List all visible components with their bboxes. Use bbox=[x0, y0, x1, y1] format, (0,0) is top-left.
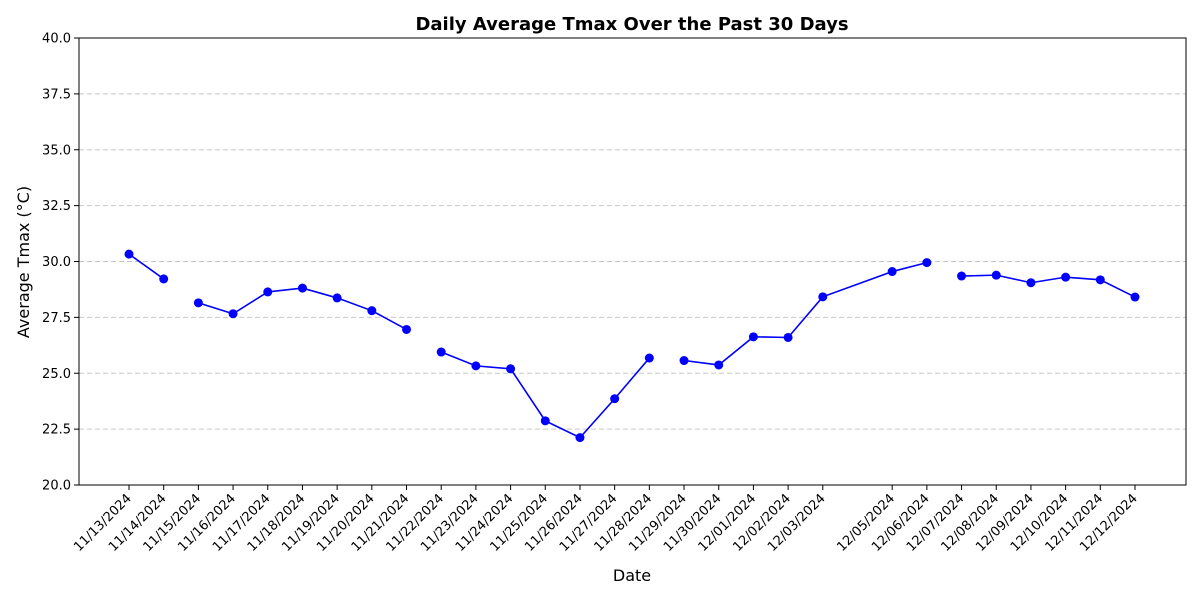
series-line-segment bbox=[683, 261, 928, 366]
data-point bbox=[1061, 272, 1071, 282]
data-point bbox=[714, 360, 724, 370]
data-point bbox=[471, 361, 481, 371]
y-tick-label: 25.0 bbox=[42, 367, 71, 382]
x-axis-ticks: 11/13/202411/14/202411/15/202411/16/2024… bbox=[71, 485, 1141, 555]
data-point bbox=[783, 332, 793, 342]
data-point bbox=[402, 324, 412, 334]
series-lines bbox=[128, 253, 1136, 439]
grid-lines bbox=[79, 93, 1186, 430]
data-point bbox=[228, 309, 238, 319]
data-point bbox=[297, 283, 307, 293]
data-point bbox=[263, 287, 273, 297]
data-point bbox=[124, 249, 134, 259]
y-tick-label: 22.5 bbox=[42, 423, 71, 438]
data-point bbox=[1026, 278, 1036, 288]
data-point bbox=[1095, 275, 1105, 285]
data-point bbox=[193, 298, 203, 308]
y-tick-label: 40.0 bbox=[42, 32, 71, 47]
data-point bbox=[436, 347, 446, 357]
data-point bbox=[159, 274, 169, 284]
data-point bbox=[332, 293, 342, 303]
chart-title: Daily Average Tmax Over the Past 30 Days bbox=[415, 14, 848, 35]
data-point bbox=[991, 270, 1001, 280]
data-point bbox=[679, 356, 689, 366]
series-points bbox=[124, 249, 1140, 443]
y-tick-label: 30.0 bbox=[42, 255, 71, 270]
data-point bbox=[748, 332, 758, 342]
y-tick-label: 20.0 bbox=[42, 479, 71, 494]
y-tick-label: 32.5 bbox=[42, 199, 71, 214]
series-line-segment bbox=[961, 274, 1136, 298]
data-point bbox=[887, 267, 897, 277]
data-point bbox=[957, 271, 967, 281]
y-axis-label: Average Tmax (°C) bbox=[14, 186, 33, 338]
data-point bbox=[818, 292, 828, 302]
data-point bbox=[610, 394, 620, 404]
data-point bbox=[540, 416, 550, 426]
data-point bbox=[1130, 292, 1140, 302]
y-tick-label: 37.5 bbox=[42, 87, 71, 102]
data-point bbox=[506, 364, 516, 374]
y-tick-label: 35.0 bbox=[42, 143, 71, 158]
x-axis-label: Date bbox=[613, 566, 651, 585]
y-tick-label: 27.5 bbox=[42, 311, 71, 326]
y-axis-ticks: 20.0 22.5 25.0 27.5 30.0 32.5 35.0 37.5 40.0 bbox=[42, 32, 79, 494]
series-line-segment bbox=[128, 253, 165, 280]
data-point bbox=[922, 258, 932, 268]
data-point bbox=[367, 306, 377, 316]
data-point bbox=[644, 353, 654, 363]
data-point bbox=[575, 433, 585, 443]
